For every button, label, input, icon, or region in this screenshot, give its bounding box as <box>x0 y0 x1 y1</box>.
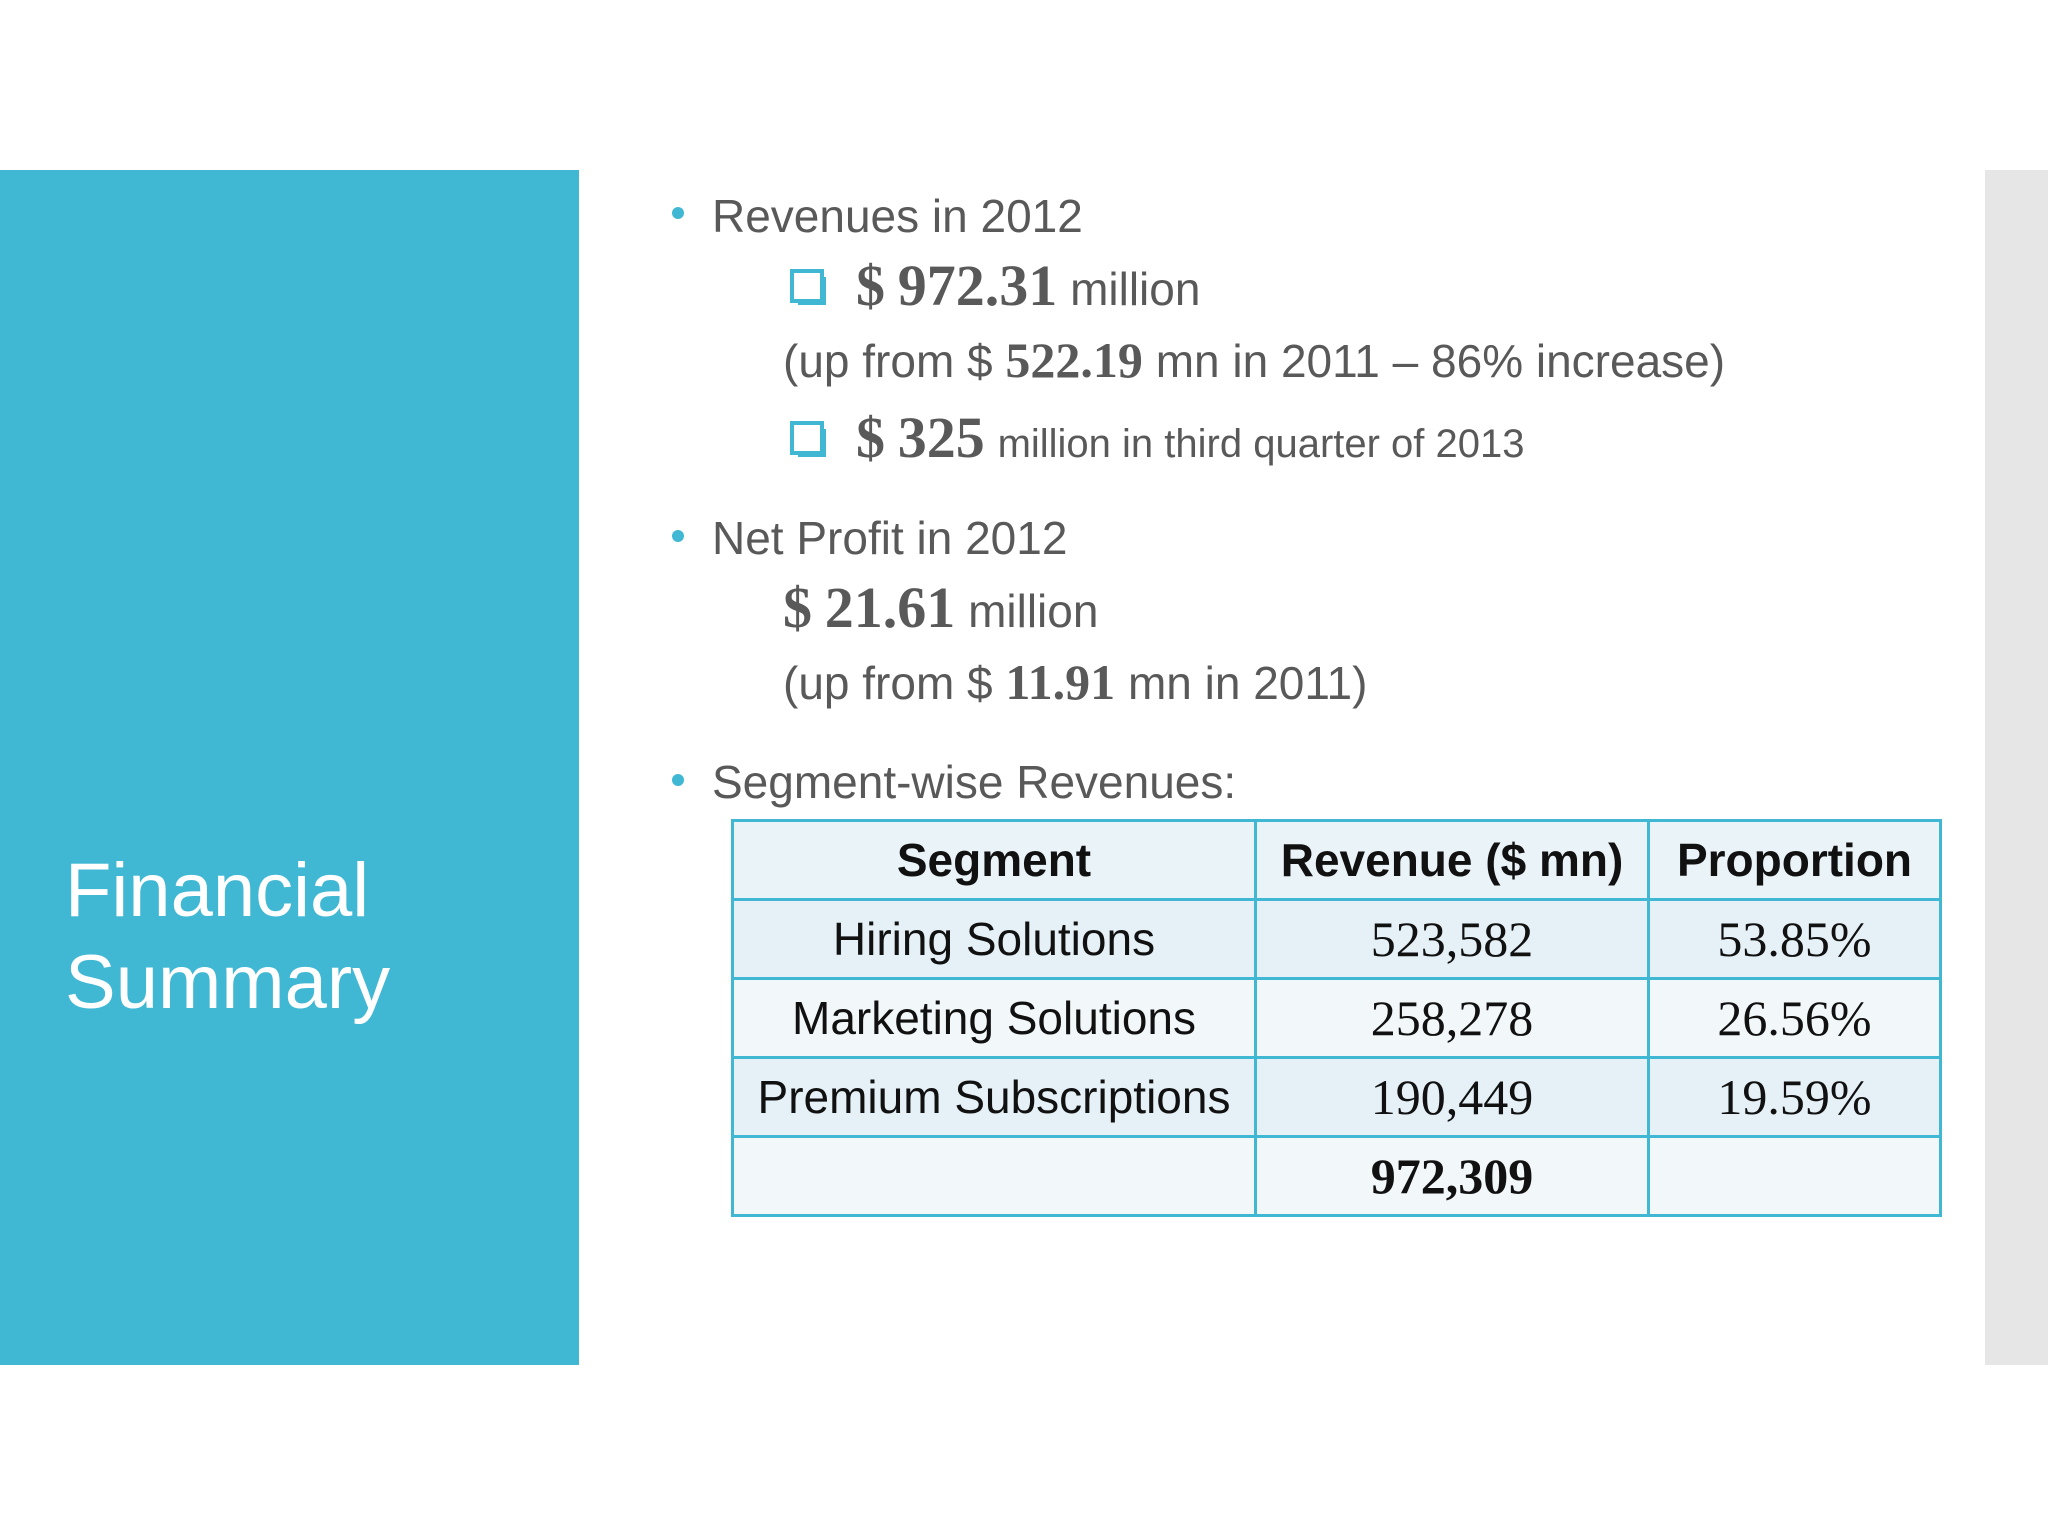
segment-name: Hiring Solutions <box>731 898 1257 980</box>
column-header-segment: Segment <box>731 819 1257 901</box>
title-panel: Financial Summary <box>0 170 579 1365</box>
net-profit-unit: million <box>968 585 1099 637</box>
segment-proportion: 53.85% <box>1647 898 1942 980</box>
segment-proportion: 19.59% <box>1647 1056 1942 1138</box>
net-profit-comparison-suffix: mn in 2011) <box>1127 657 1368 709</box>
net-profit-comparison-value: 11.91 <box>1005 654 1116 710</box>
net-profit-heading: Net Profit in 2012 <box>712 512 1068 564</box>
net-profit-currency: $ <box>783 575 812 640</box>
table-row: Premium Subscriptions 190,449 19.59% <box>731 1056 1942 1138</box>
slide-title: Financial Summary <box>65 848 391 1025</box>
bullet-icon <box>672 530 684 542</box>
revenue-comparison-suffix: mn in 2011 – 86% increase) <box>1155 335 1726 387</box>
table-row: Hiring Solutions 523,582 53.85% <box>731 898 1942 980</box>
segment-name: Premium Subscriptions <box>731 1056 1257 1138</box>
revenue-amount: 972.31 <box>897 253 1058 318</box>
segment-revenue: 523,582 <box>1254 898 1650 980</box>
revenue-comparison-prefix: (up from $ <box>783 335 993 387</box>
segment-name: Marketing Solutions <box>731 977 1257 1059</box>
column-header-proportion: Proportion <box>1647 819 1942 901</box>
revenue-comparison-value: 522.19 <box>1005 332 1143 388</box>
bullet-icon <box>672 774 684 786</box>
checkbox-bullet-icon <box>790 420 826 457</box>
revenue-total: 972,309 <box>1254 1135 1650 1217</box>
q3-currency: $ <box>856 405 885 470</box>
right-side-bar <box>1985 170 2048 1365</box>
bullet-icon <box>672 207 684 219</box>
segment-proportion: 26.56% <box>1647 977 1942 1059</box>
table-total-row: 972,309 <box>731 1135 1942 1217</box>
revenue-amount-line: $ 972.31 million <box>790 256 1200 319</box>
table-header-row: Segment Revenue ($ mn) Proportion <box>731 819 1942 901</box>
net-profit-amount-line: $ 21.61 million <box>783 578 1098 641</box>
revenue-currency: $ <box>856 253 885 318</box>
revenues-heading: Revenues in 2012 <box>712 190 1083 242</box>
segment-revenue: 258,278 <box>1254 977 1650 1059</box>
q3-revenue-line: $ 325 million in third quarter of 2013 <box>790 408 1525 474</box>
checkbox-bullet-icon <box>790 268 826 305</box>
total-empty-cell <box>731 1135 1257 1217</box>
column-header-revenue: Revenue ($ mn) <box>1254 819 1650 901</box>
revenue-unit: million <box>1070 263 1201 315</box>
q3-amount: 325 <box>897 405 985 470</box>
net-profit-comparison-prefix: (up from $ <box>783 657 993 709</box>
revenue-comparison-line: (up from $ 522.19 mn in 2011 – 86% incre… <box>783 330 1725 391</box>
net-profit-amount: 21.61 <box>824 575 956 640</box>
total-empty-cell <box>1647 1135 1942 1217</box>
q3-text: million in third quarter of 2013 <box>997 422 1525 466</box>
table-row: Marketing Solutions 258,278 26.56% <box>731 977 1942 1059</box>
segments-heading: Segment-wise Revenues: <box>712 756 1237 808</box>
net-profit-comparison-line: (up from $ 11.91 mn in 2011) <box>783 652 1367 713</box>
segment-revenue: 190,449 <box>1254 1056 1650 1138</box>
segment-revenue-table: Segment Revenue ($ mn) Proportion Hiring… <box>731 819 1942 1217</box>
